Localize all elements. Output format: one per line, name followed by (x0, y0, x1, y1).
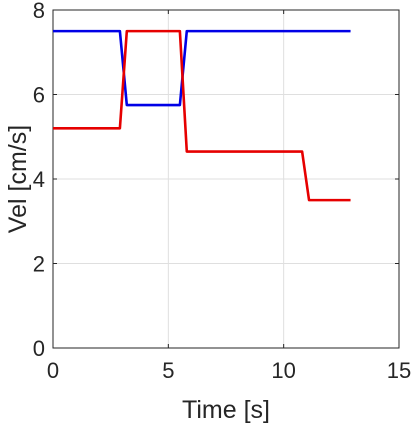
y-tick-label: 8 (33, 0, 45, 23)
x-axis-label: Time [s] (182, 396, 270, 423)
series-line-2 (53, 29, 351, 202)
series-lines (53, 29, 351, 202)
y-tick-label: 4 (33, 167, 45, 192)
y-tick-labels: 0 2 4 6 8 (33, 0, 45, 361)
y-axis-label: Vel [cm/s] (4, 125, 32, 233)
y-tick-label: 0 (33, 336, 45, 361)
x-tick-label: 5 (162, 358, 174, 383)
series-line-1 (53, 29, 351, 107)
x-tick-labels: 0 5 10 15 (47, 358, 411, 383)
x-tick-label: 10 (271, 358, 295, 383)
y-tick-label: 2 (33, 252, 45, 277)
x-tick-label: 0 (47, 358, 59, 383)
grid (53, 10, 399, 348)
tick-marks (52, 9, 400, 349)
x-tick-label: 15 (387, 358, 411, 383)
y-tick-label: 6 (33, 83, 45, 108)
